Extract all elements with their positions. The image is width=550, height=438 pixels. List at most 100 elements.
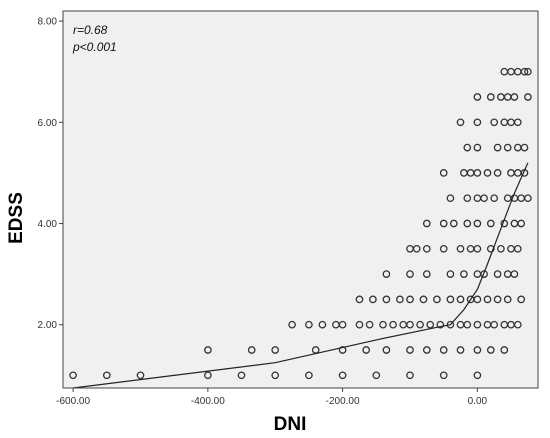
data-point — [382, 270, 391, 278]
data-point — [318, 320, 327, 329]
points-layer — [69, 67, 532, 380]
data-point — [379, 320, 387, 329]
fit-line — [73, 162, 529, 389]
data-point — [456, 295, 465, 304]
data-point — [406, 270, 414, 278]
data-point — [422, 346, 431, 354]
y-axis-title: EDSS — [6, 192, 27, 244]
data-point — [473, 346, 482, 354]
data-point — [473, 320, 482, 329]
annotation-p: p<0.001 — [72, 40, 117, 54]
data-point — [486, 346, 495, 354]
data-point — [463, 143, 472, 152]
data-point — [486, 219, 495, 228]
data-point — [372, 371, 381, 380]
data-point — [439, 219, 448, 228]
data-point — [382, 295, 391, 304]
data-point — [204, 371, 212, 380]
data-point — [271, 346, 280, 354]
data-point — [446, 194, 455, 203]
data-point — [406, 346, 414, 354]
data-point — [439, 371, 448, 380]
data-point — [422, 270, 431, 278]
y-tick-label: 6.00 — [38, 118, 58, 129]
data-point — [69, 371, 77, 380]
x-tick-label: 0.00 — [468, 396, 488, 407]
data-point — [473, 143, 482, 152]
data-point — [456, 346, 465, 354]
data-point — [493, 295, 502, 304]
data-point — [517, 295, 526, 304]
data-point — [524, 194, 532, 203]
data-point — [483, 295, 492, 304]
data-point — [456, 244, 465, 253]
data-point — [503, 143, 512, 152]
data-point — [513, 244, 522, 253]
data-point — [503, 295, 512, 304]
data-point — [433, 295, 441, 304]
x-axis-title: DNI — [274, 414, 307, 435]
data-point — [520, 143, 529, 152]
data-point — [493, 143, 502, 152]
data-point — [271, 371, 280, 380]
data-point — [305, 371, 313, 380]
data-point — [406, 320, 414, 329]
data-point — [288, 320, 296, 329]
data-point — [490, 194, 499, 203]
data-point — [463, 194, 472, 203]
data-point — [439, 169, 448, 177]
data-point — [473, 295, 482, 304]
data-point — [486, 244, 495, 253]
x-tick-label: -200.00 — [326, 396, 360, 407]
data-point — [365, 320, 374, 329]
data-point — [439, 244, 448, 253]
data-point — [463, 219, 472, 228]
data-point — [419, 295, 428, 304]
plot-area-background — [63, 11, 538, 388]
ticks-layer: -600.00 -400.00 -200.00 0.00 2.00 4.00 6.00 8.0… — [38, 17, 488, 407]
data-point — [483, 169, 492, 177]
data-point — [473, 118, 482, 127]
data-point — [204, 346, 212, 354]
data-point — [416, 320, 424, 329]
data-point — [446, 295, 455, 304]
data-point — [490, 320, 499, 329]
data-point — [473, 244, 482, 253]
data-point — [102, 371, 111, 380]
data-point — [480, 194, 488, 203]
data-point — [355, 320, 364, 329]
data-point — [382, 346, 391, 354]
data-point — [369, 295, 377, 304]
data-point — [456, 118, 465, 127]
data-point — [406, 295, 414, 304]
data-point — [510, 93, 519, 101]
data-point — [500, 346, 509, 354]
data-point — [493, 169, 502, 177]
y-tick-label: 8.00 — [38, 17, 58, 28]
data-point — [446, 320, 455, 329]
data-point — [338, 371, 347, 380]
data-point — [463, 320, 472, 329]
data-point — [305, 320, 313, 329]
x-tick-label: -600.00 — [56, 396, 90, 407]
data-point — [422, 244, 431, 253]
data-point — [490, 118, 499, 127]
data-point — [520, 67, 529, 76]
data-point — [338, 320, 347, 329]
data-point — [406, 371, 414, 380]
data-point — [524, 67, 532, 76]
data-point — [426, 320, 435, 329]
plot-frame — [62, 10, 539, 389]
data-point — [355, 295, 364, 304]
annotation-r: r=0.68 — [73, 23, 108, 37]
data-point — [524, 93, 532, 101]
data-point — [513, 320, 522, 329]
y-tick-label: 2.00 — [38, 320, 58, 331]
data-point — [513, 118, 522, 127]
data-point — [389, 320, 397, 329]
data-point — [449, 219, 458, 228]
data-point — [486, 93, 495, 101]
data-point — [493, 270, 502, 278]
data-point — [439, 346, 448, 354]
